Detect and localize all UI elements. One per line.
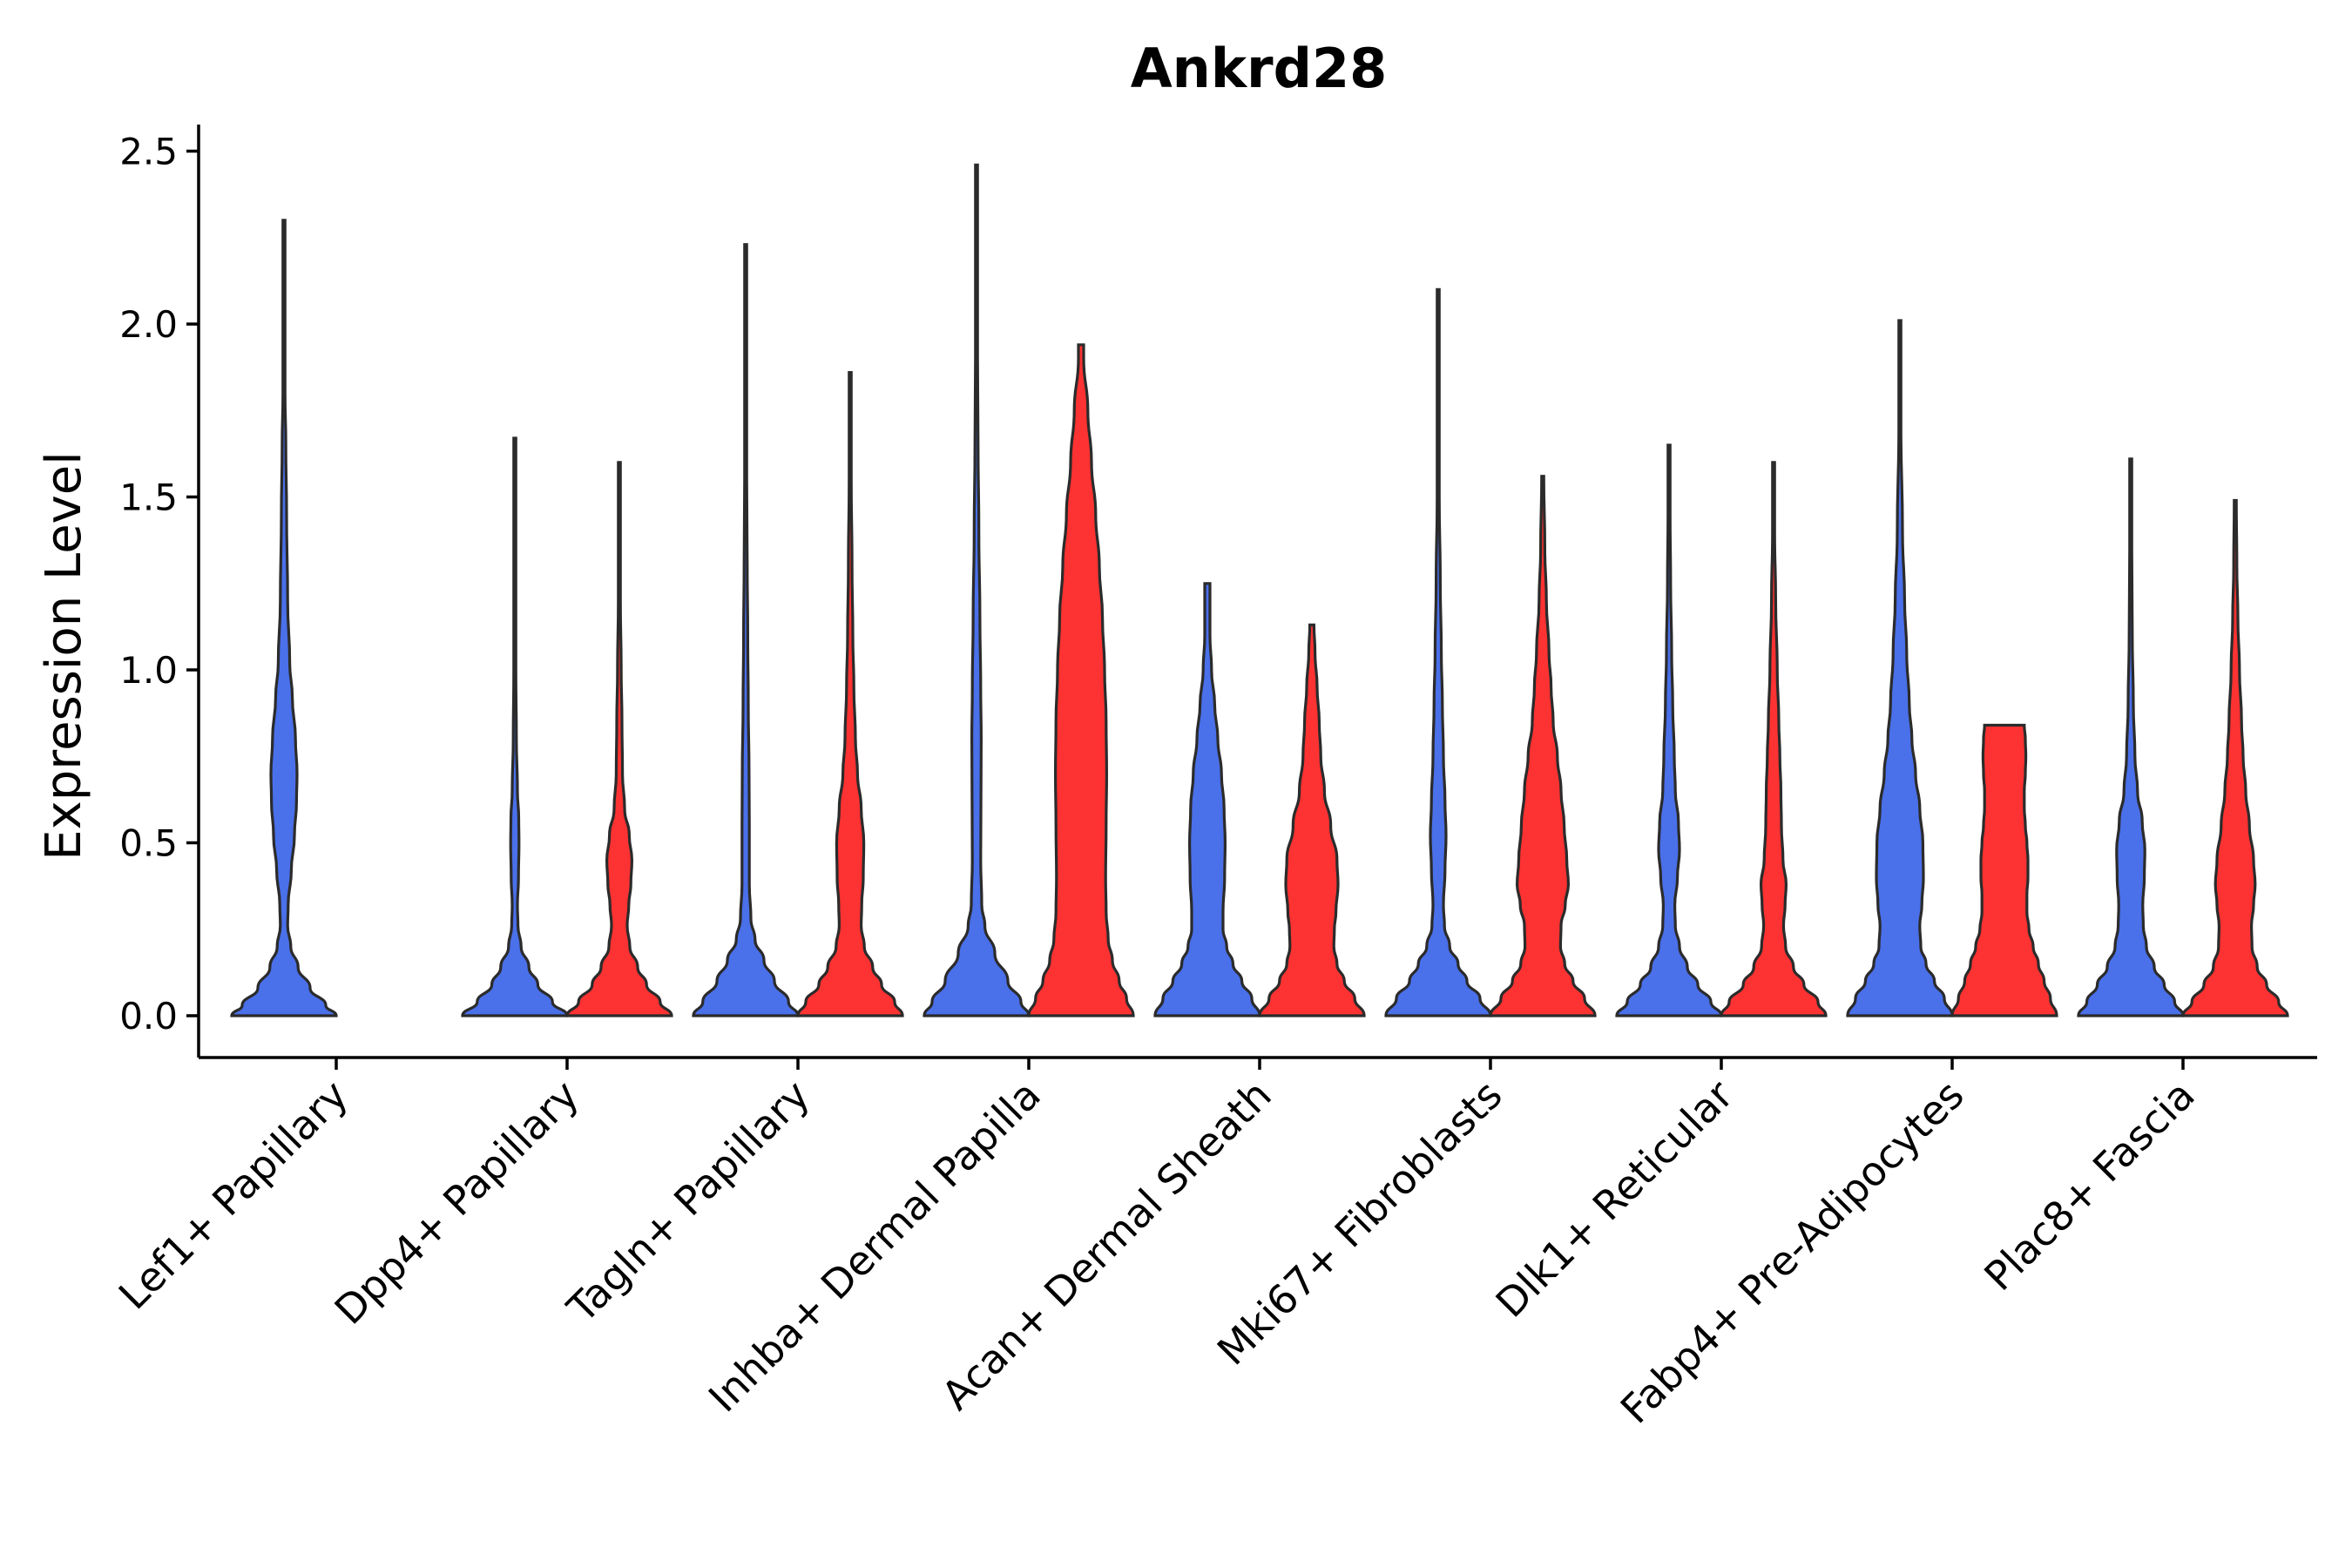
y-tick-label: 2.0 <box>119 303 178 346</box>
violin-group_a-dpp4-papillary <box>461 436 569 1017</box>
violin-group_b-tagln-papillary <box>796 371 904 1017</box>
violin-group_a-tagln-papillary <box>692 243 800 1017</box>
chart-title: Ankrd28 <box>1131 37 1388 100</box>
violin-group_b-acan-dermal-sheath <box>1258 623 1366 1017</box>
violin-group_b-mki67-fibroblasts <box>1489 475 1597 1017</box>
x-tick-label: Dpp4+ Papillary <box>326 1071 588 1334</box>
violin-group_b-dlk1-reticular <box>1720 461 1828 1017</box>
violins-group <box>230 163 2289 1017</box>
violin-group_a-mki67-fibroblasts <box>1384 287 1492 1017</box>
x-tick-label: Lef1+ Papillary <box>110 1071 357 1319</box>
violin-group_b-fabp4-pre-adipocytes <box>1950 723 2058 1017</box>
y-tick-label: 0.5 <box>119 822 178 865</box>
y-tick-label: 0.0 <box>119 995 178 1037</box>
y-tick-label: 1.0 <box>119 649 178 692</box>
violin-group_a-inhba-dermal-papilla <box>923 163 1031 1017</box>
violin-group_b-inhba-dermal-papilla <box>1027 343 1135 1017</box>
x-tick-label: Dlk1+ Reticular <box>1487 1071 1742 1327</box>
x-tick-label: Tagln+ Papillary <box>558 1071 819 1333</box>
violin-group_a-plac8-fascia <box>2077 457 2185 1017</box>
y-tick-label: 1.5 <box>119 476 178 519</box>
violin-group_b-plac8-fascia <box>2181 498 2289 1017</box>
violin-group_a-dlk1-reticular <box>1615 443 1723 1017</box>
violin-group_b-dpp4-papillary <box>565 461 673 1017</box>
y-tick-label: 2.5 <box>119 131 178 173</box>
x-tick-label: Plac8+ Fascia <box>1975 1071 2203 1300</box>
violin-group_a-fabp4-pre-adipocytes <box>1846 319 1954 1017</box>
y-axis-label: Expression Level <box>36 451 92 861</box>
violin-group_a-acan-dermal-sheath <box>1153 582 1261 1017</box>
violin-group_a-lef1-papillary <box>230 219 338 1017</box>
